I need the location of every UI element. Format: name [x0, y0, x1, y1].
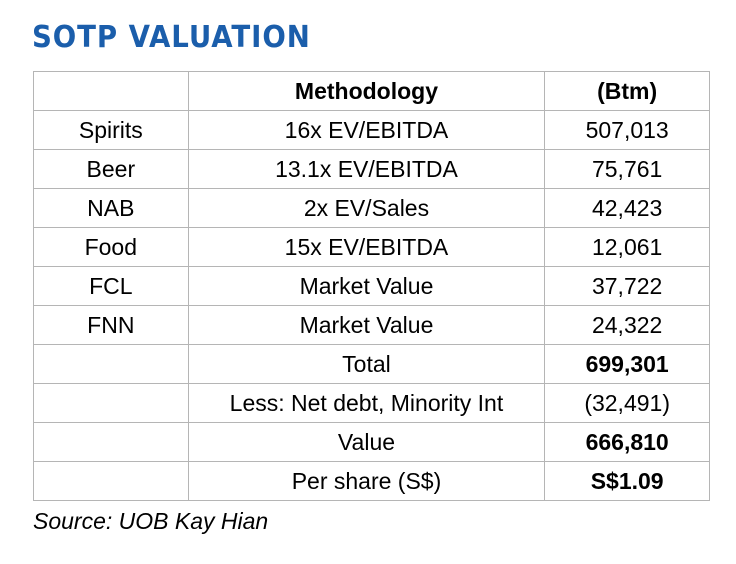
table-row: FNN Market Value 24,322: [33, 305, 710, 345]
segment-cell: NAB: [33, 188, 189, 228]
segment-cell: Spirits: [33, 110, 189, 150]
table-title: SOTP VALUATION: [32, 20, 311, 55]
table-row: NAB 2x EV/Sales 42,423: [33, 188, 710, 228]
methodology-cell: 15x EV/EBITDA: [187, 227, 546, 267]
segment-cell: FCL: [33, 266, 189, 306]
source-note: Source: UOB Kay Hian: [33, 508, 269, 534]
segment-cell: [33, 383, 189, 423]
methodology-cell: 16x EV/EBITDA: [187, 110, 546, 150]
table-row: Spirits 16x EV/EBITDA 507,013: [33, 110, 710, 150]
segment-cell: [33, 461, 189, 501]
table-row: Beer 13.1x EV/EBITDA 75,761: [33, 149, 710, 189]
methodology-cell: Per share (S$): [187, 461, 546, 501]
methodology-cell: 13.1x EV/EBITDA: [187, 149, 546, 189]
value-cell: 12,061: [544, 227, 710, 267]
value-cell: 37,722: [544, 266, 710, 306]
header-segment: [33, 71, 189, 111]
table-row: Per share (S$) S$1.09: [33, 461, 710, 501]
methodology-cell: Value: [187, 422, 546, 462]
segment-cell: [33, 422, 189, 462]
segment-cell: Beer: [33, 149, 189, 189]
methodology-cell: Total: [187, 344, 546, 384]
value-cell: 24,322: [544, 305, 710, 345]
table-row: Less: Net debt, Minority Int (32,491): [33, 383, 710, 423]
value-cell: 42,423: [544, 188, 710, 228]
table-row: Value 666,810: [33, 422, 710, 462]
table-row: FCL Market Value 37,722: [33, 266, 710, 306]
table-row: Food 15x EV/EBITDA 12,061: [33, 227, 710, 267]
table-row: Total 699,301: [33, 344, 710, 384]
segment-cell: Food: [33, 227, 189, 267]
header-methodology: Methodology: [187, 71, 546, 111]
sotp-valuation-table: Methodology (Btm) Spirits 16x EV/EBITDA 50…: [33, 71, 710, 501]
header-value: (Btm): [544, 71, 710, 111]
methodology-cell: 2x EV/Sales: [187, 188, 546, 228]
header-row: Methodology (Btm): [33, 71, 710, 111]
methodology-cell: Less: Net debt, Minority Int: [187, 383, 546, 423]
value-cell: S$1.09: [544, 461, 710, 501]
value-cell: 75,761: [544, 149, 710, 189]
value-cell: (32,491): [544, 383, 710, 423]
segment-cell: [33, 344, 189, 384]
value-cell: 507,013: [544, 110, 710, 150]
value-cell: 699,301: [544, 344, 710, 384]
segment-cell: FNN: [33, 305, 189, 345]
methodology-cell: Market Value: [187, 305, 546, 345]
value-cell: 666,810: [544, 422, 710, 462]
methodology-cell: Market Value: [187, 266, 546, 306]
